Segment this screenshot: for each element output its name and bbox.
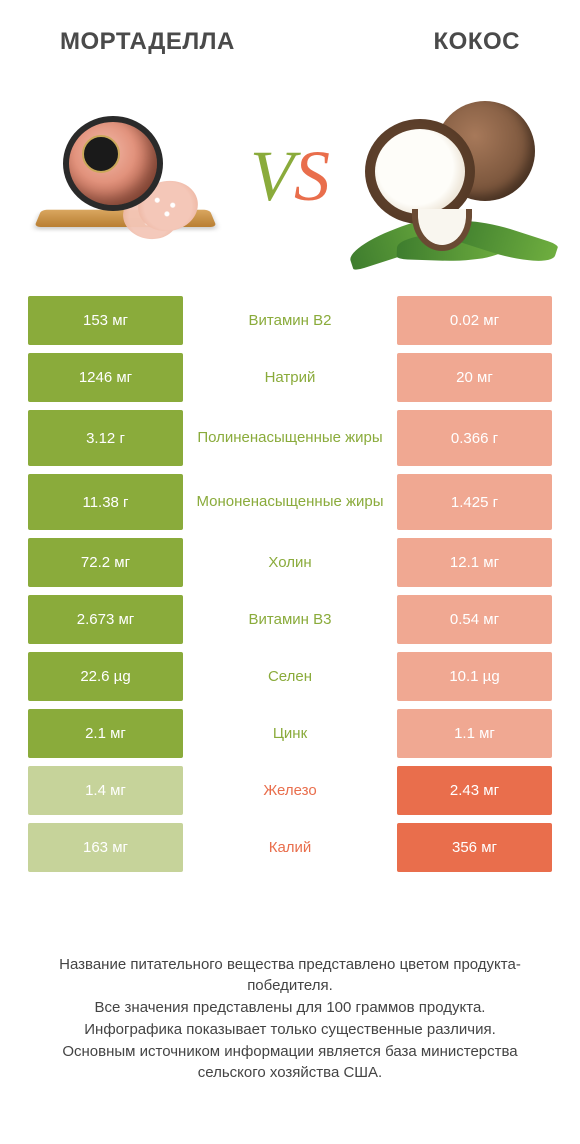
left-value: 3.12 г: [28, 410, 183, 466]
left-value: 2.1 мг: [28, 709, 183, 758]
nutrient-name: Натрий: [183, 353, 397, 402]
right-value: 2.43 мг: [397, 766, 552, 815]
left-value: 11.38 г: [28, 474, 183, 530]
left-value: 163 мг: [28, 823, 183, 872]
vs-label: VS: [250, 135, 330, 218]
nutrient-name: Витамин B3: [183, 595, 397, 644]
nutrient-name: Полиненасыщенные жиры: [183, 410, 397, 466]
right-value: 1.1 мг: [397, 709, 552, 758]
right-value: 10.1 µg: [397, 652, 552, 701]
nutrient-name: Железо: [183, 766, 397, 815]
footer-line: Инфографика показывает только существенн…: [28, 1019, 552, 1041]
table-row: 2.1 мгЦинк1.1 мг: [28, 709, 552, 758]
hero-row: VS: [0, 66, 580, 296]
right-value: 0.54 мг: [397, 595, 552, 644]
table-row: 72.2 мгХолин12.1 мг: [28, 538, 552, 587]
right-product-title: КОКОС: [434, 28, 520, 56]
right-value: 1.425 г: [397, 474, 552, 530]
footer-line: Основным источником информации является …: [28, 1041, 552, 1085]
nutrient-name: Мононенасыщенные жиры: [183, 474, 397, 530]
vs-v: V: [250, 136, 294, 216]
vs-s: S: [294, 136, 330, 216]
coconut-illustration: [357, 91, 547, 261]
table-row: 22.6 µgСелен10.1 µg: [28, 652, 552, 701]
table-row: 3.12 гПолиненасыщенные жиры0.366 г: [28, 410, 552, 466]
left-value: 1246 мг: [28, 353, 183, 402]
footer-notes: Название питательного вещества представл…: [0, 914, 580, 1144]
title-row: МОРТАДЕЛЛА КОКОС: [0, 0, 580, 66]
nutrient-name: Витамин B2: [183, 296, 397, 345]
right-value: 0.366 г: [397, 410, 552, 466]
left-value: 22.6 µg: [28, 652, 183, 701]
nutrient-name: Селен: [183, 652, 397, 701]
nutrient-name: Холин: [183, 538, 397, 587]
footer-line: Все значения представлены для 100 граммо…: [28, 997, 552, 1019]
right-value: 0.02 мг: [397, 296, 552, 345]
table-row: 1246 мгНатрий20 мг: [28, 353, 552, 402]
infographic: МОРТАДЕЛЛА КОКОС VS: [0, 0, 580, 1144]
nutrient-name: Цинк: [183, 709, 397, 758]
right-value: 12.1 мг: [397, 538, 552, 587]
left-value: 153 мг: [28, 296, 183, 345]
right-value: 20 мг: [397, 353, 552, 402]
left-value: 1.4 мг: [28, 766, 183, 815]
left-product-title: МОРТАДЕЛЛА: [60, 28, 235, 56]
table-row: 1.4 мгЖелезо2.43 мг: [28, 766, 552, 815]
table-row: 11.38 гМононенасыщенные жиры1.425 г: [28, 474, 552, 530]
table-row: 153 мгВитамин B20.02 мг: [28, 296, 552, 345]
right-value: 356 мг: [397, 823, 552, 872]
footer-line: Название питательного вещества представл…: [28, 954, 552, 998]
right-product-image: [355, 91, 550, 261]
table-row: 163 мгКалий356 мг: [28, 823, 552, 872]
left-product-image: [30, 91, 225, 261]
mortadella-illustration: [38, 101, 218, 251]
left-value: 2.673 мг: [28, 595, 183, 644]
comparison-table: 153 мгВитамин B20.02 мг 1246 мгНатрий20 м…: [0, 296, 580, 880]
left-value: 72.2 мг: [28, 538, 183, 587]
table-row: 2.673 мгВитамин B30.54 мг: [28, 595, 552, 644]
nutrient-name: Калий: [183, 823, 397, 872]
